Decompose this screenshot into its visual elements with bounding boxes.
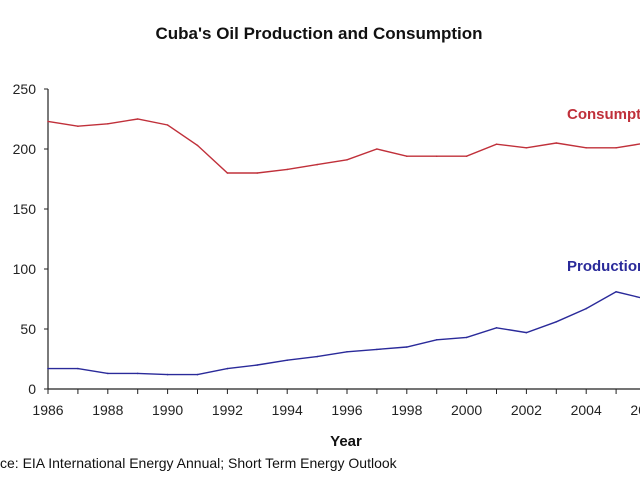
source-note: ce: EIA International Energy Annual; Sho… bbox=[0, 455, 398, 471]
data-point-production bbox=[525, 331, 528, 334]
x-tick-label: 1994 bbox=[272, 402, 303, 418]
y-tick-label: 50 bbox=[20, 321, 36, 337]
data-point-consumption bbox=[47, 120, 49, 123]
x-tick-label: 1988 bbox=[92, 402, 123, 418]
data-point-production bbox=[256, 364, 259, 366]
data-point-consumption bbox=[495, 143, 498, 145]
y-tick-label: 150 bbox=[13, 201, 37, 217]
data-point-consumption bbox=[226, 172, 229, 174]
data-point-production bbox=[435, 339, 438, 341]
x-tick-label: 1992 bbox=[212, 402, 243, 418]
x-tick-label: 2000 bbox=[451, 402, 482, 418]
data-point-consumption bbox=[376, 148, 378, 150]
data-point-production bbox=[495, 327, 498, 329]
data-point-consumption bbox=[77, 125, 79, 127]
data-point-consumption bbox=[585, 147, 587, 149]
x-tick-label: 1990 bbox=[152, 402, 183, 418]
x-tick-label: 1986 bbox=[32, 402, 63, 418]
series-line-production bbox=[48, 291, 640, 376]
data-point-consumption bbox=[555, 142, 558, 144]
data-point-production bbox=[47, 367, 49, 370]
data-point-consumption bbox=[256, 172, 259, 174]
data-point-consumption bbox=[196, 144, 199, 147]
data-point-consumption bbox=[166, 124, 169, 126]
data-point-consumption bbox=[435, 155, 438, 157]
data-point-consumption bbox=[286, 168, 289, 171]
data-point-production bbox=[107, 372, 109, 375]
y-tick-label: 100 bbox=[13, 261, 37, 277]
series-label-consumption: Consumption bbox=[567, 106, 640, 123]
series-label-production: Production bbox=[567, 258, 640, 275]
data-point-consumption bbox=[136, 118, 139, 120]
y-tick-label: 250 bbox=[13, 81, 37, 97]
data-point-production bbox=[555, 321, 558, 323]
series-line-consumption bbox=[47, 118, 640, 174]
y-tick-label: 200 bbox=[13, 141, 37, 157]
data-point-consumption bbox=[346, 159, 348, 161]
x-tick-label: 1998 bbox=[391, 402, 422, 418]
x-tick-label: 2004 bbox=[571, 402, 602, 418]
data-point-production bbox=[166, 373, 169, 376]
data-point-production bbox=[286, 359, 289, 362]
data-point-production bbox=[465, 336, 468, 339]
data-point-consumption bbox=[316, 163, 318, 166]
data-point-production bbox=[196, 373, 199, 376]
data-point-production bbox=[346, 351, 348, 353]
data-point-consumption bbox=[525, 147, 528, 149]
data-point-production bbox=[406, 346, 408, 348]
data-point-production bbox=[615, 291, 617, 293]
data-point-production bbox=[376, 348, 378, 351]
data-point-production bbox=[316, 355, 318, 358]
data-point-production bbox=[226, 367, 229, 370]
data-point-consumption bbox=[107, 123, 109, 125]
data-point-consumption bbox=[615, 147, 617, 149]
data-point-consumption bbox=[465, 155, 468, 157]
y-tick-label: 0 bbox=[28, 381, 36, 397]
x-tick-label: 1996 bbox=[331, 402, 362, 418]
data-point-production bbox=[136, 372, 139, 375]
data-point-consumption bbox=[406, 155, 408, 157]
x-axis-label: Year bbox=[330, 433, 362, 450]
data-point-production bbox=[77, 367, 79, 370]
chart-title: Cuba's Oil Production and Consumption bbox=[155, 24, 482, 43]
data-point-production bbox=[585, 307, 587, 310]
x-tick-label: 2002 bbox=[511, 402, 542, 418]
x-tick-label: 2006 bbox=[630, 402, 640, 418]
